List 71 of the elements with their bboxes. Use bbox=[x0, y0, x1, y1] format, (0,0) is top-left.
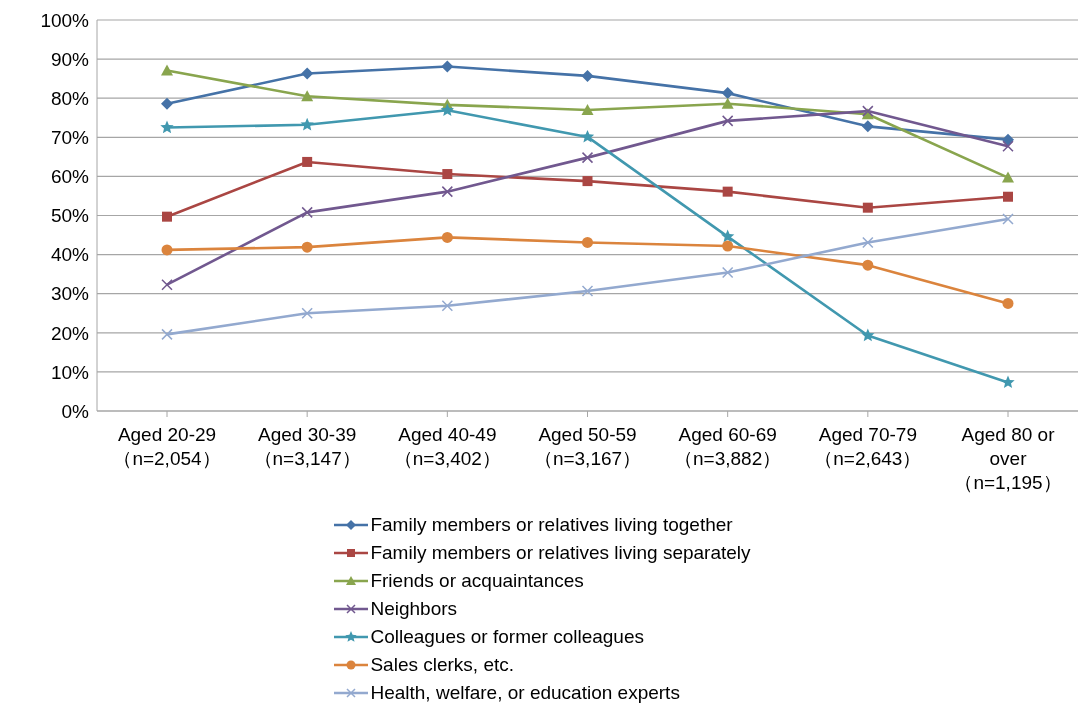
point bbox=[862, 236, 874, 249]
x-tick-label: Aged 80 or over （n=1,195） bbox=[954, 424, 1062, 493]
y-tick-label: 70% bbox=[50, 127, 90, 149]
point bbox=[301, 67, 314, 80]
point bbox=[581, 285, 594, 297]
point bbox=[1001, 375, 1015, 389]
point bbox=[1002, 133, 1014, 146]
point bbox=[721, 229, 735, 243]
point bbox=[1002, 213, 1014, 225]
point bbox=[161, 97, 173, 110]
point bbox=[721, 115, 734, 127]
point bbox=[441, 231, 453, 243]
x-tick-label: Aged 60-69 （n=3,882） bbox=[674, 424, 782, 469]
point bbox=[301, 241, 313, 253]
y-tick-label: 60% bbox=[50, 166, 90, 188]
point bbox=[861, 328, 875, 342]
point bbox=[1002, 140, 1014, 153]
point bbox=[300, 117, 314, 131]
point bbox=[582, 176, 593, 187]
point bbox=[862, 202, 873, 213]
point bbox=[721, 97, 734, 109]
point bbox=[722, 240, 734, 252]
point bbox=[161, 328, 173, 341]
point bbox=[1002, 297, 1014, 309]
point bbox=[301, 206, 313, 219]
legend-label: Colleagues or former colleagues bbox=[370, 626, 644, 648]
point bbox=[441, 300, 454, 312]
x-tick-label: Aged 70-79 （n=2,643） bbox=[814, 424, 922, 469]
y-tick-label: 20% bbox=[50, 322, 90, 344]
legend-label: Health, welfare, or education experts bbox=[370, 682, 680, 704]
point bbox=[161, 278, 173, 291]
legend-label: Neighbors bbox=[370, 598, 458, 620]
legend-label: Family members or relatives living together bbox=[370, 514, 733, 536]
legend-label: Sales clerks, etc. bbox=[370, 654, 515, 676]
point bbox=[1003, 191, 1013, 202]
point bbox=[581, 103, 594, 115]
point bbox=[160, 120, 174, 134]
point bbox=[580, 129, 595, 143]
point bbox=[721, 87, 734, 100]
point bbox=[722, 186, 733, 197]
x-tick-label: Aged 30-39 （n=3,147） bbox=[253, 424, 361, 469]
x-tick-label: Aged 40-49 （n=3,402） bbox=[393, 424, 501, 469]
point bbox=[441, 60, 454, 73]
x-tick-label: Aged 50-59 （n=3,167） bbox=[533, 424, 642, 469]
point bbox=[301, 307, 313, 319]
point bbox=[1002, 171, 1014, 183]
point bbox=[302, 156, 313, 167]
legend-label: Friends or acquaintances bbox=[370, 570, 584, 592]
point bbox=[442, 169, 453, 180]
point bbox=[582, 236, 593, 248]
point bbox=[861, 120, 874, 133]
point bbox=[862, 259, 874, 271]
point bbox=[581, 69, 594, 82]
y-tick-label: 0% bbox=[61, 400, 90, 422]
y-tick-label: 40% bbox=[50, 244, 90, 266]
y-tick-label: 30% bbox=[50, 283, 90, 305]
point bbox=[440, 103, 454, 116]
point bbox=[721, 266, 734, 279]
x-tick-label: Aged 20-29 （n=2,054） bbox=[113, 424, 221, 469]
legend-label: Family members or relatives living separately bbox=[370, 542, 751, 564]
y-tick-label: 10% bbox=[50, 361, 90, 383]
y-tick-label: 80% bbox=[50, 87, 90, 109]
y-tick-label: 100% bbox=[40, 9, 90, 31]
point bbox=[161, 64, 173, 76]
point bbox=[162, 211, 172, 222]
point bbox=[441, 185, 454, 198]
point bbox=[161, 244, 173, 256]
point bbox=[301, 90, 314, 102]
y-tick-label: 90% bbox=[50, 48, 90, 70]
point bbox=[581, 151, 594, 164]
y-tick-label: 50% bbox=[50, 205, 90, 227]
